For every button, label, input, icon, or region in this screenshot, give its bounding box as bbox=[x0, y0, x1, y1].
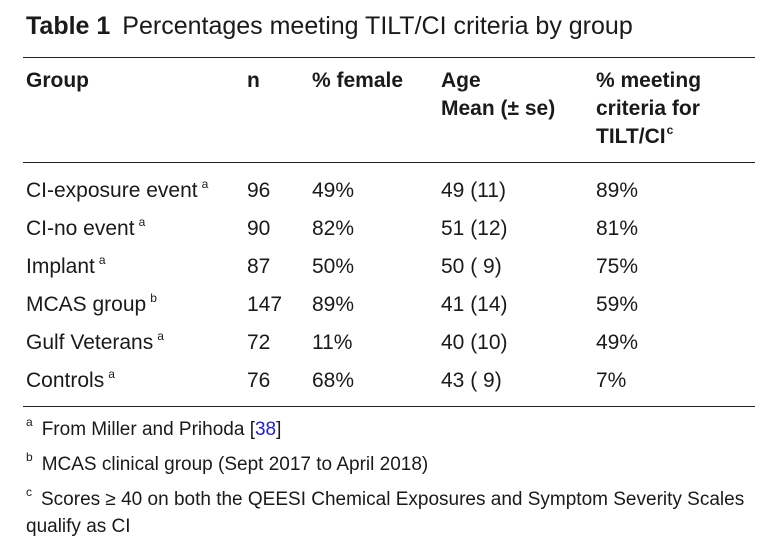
footnote-c: c Scores ≥ 40 on both the QEESI Chemical … bbox=[26, 486, 746, 540]
bottom-rule bbox=[23, 406, 755, 407]
cell-age: 41 (14) bbox=[441, 293, 508, 316]
header-criteria-line3: TILT/CI bbox=[596, 125, 666, 148]
footnote-b-mark: b bbox=[26, 450, 33, 464]
cell-n: 72 bbox=[247, 331, 271, 354]
footnote-a-text: From Miller and Prihoda [ bbox=[41, 419, 255, 440]
cell-criteria: 81% bbox=[596, 217, 639, 240]
cell-female: 89% bbox=[312, 293, 355, 316]
footnote-mark: a bbox=[108, 367, 115, 381]
header-criteria-line1: % meeting bbox=[596, 69, 702, 92]
footnote-mark: a bbox=[201, 177, 209, 191]
table-label: Table 1 bbox=[26, 12, 111, 40]
cell-n: 87 bbox=[247, 255, 271, 278]
footnote-c-text: Scores ≥ 40 on both the QEESI Chemical E… bbox=[26, 489, 745, 537]
cell-group: Controls bbox=[26, 369, 105, 392]
header-rule bbox=[23, 162, 755, 163]
footnote-mark: a bbox=[157, 329, 164, 343]
cell-criteria: 75% bbox=[596, 255, 639, 278]
header-criteria: % meeting criteria for TILT/CIc bbox=[596, 67, 701, 151]
cell-criteria: 7% bbox=[596, 369, 627, 392]
cell-female: 82% bbox=[312, 217, 355, 240]
footnote-mark: a bbox=[98, 253, 106, 267]
cell-group: CI-no event bbox=[26, 217, 135, 240]
cell-n: 147 bbox=[247, 293, 283, 316]
header-age: Age Mean (± se) bbox=[441, 67, 555, 123]
footnote-b: b MCAS clinical group (Sept 2017 to April… bbox=[26, 451, 746, 478]
cell-criteria: 89% bbox=[596, 179, 639, 202]
header-age-line1: Age bbox=[441, 69, 481, 92]
header-group: Group bbox=[26, 69, 89, 92]
header-criteria-footnote-mark: c bbox=[666, 123, 674, 137]
cell-criteria: 59% bbox=[596, 293, 639, 316]
cell-group: CI-exposure event bbox=[26, 179, 198, 202]
cell-age: 49 (11) bbox=[441, 179, 506, 202]
cell-age: 43 ( 9) bbox=[441, 369, 502, 392]
header-age-line2: Mean (± se) bbox=[441, 97, 556, 120]
top-rule bbox=[23, 57, 755, 58]
cell-criteria: 49% bbox=[596, 331, 639, 354]
cell-female: 11% bbox=[312, 331, 353, 354]
header-female: % female bbox=[312, 69, 404, 92]
cell-n: 90 bbox=[247, 217, 271, 240]
cell-group: Gulf Veterans bbox=[26, 331, 154, 354]
cell-n: 76 bbox=[247, 369, 271, 392]
footnote-b-text: MCAS clinical group (Sept 2017 to April … bbox=[41, 454, 429, 475]
footnote-a-mark: a bbox=[26, 415, 33, 429]
header-n: n bbox=[247, 69, 260, 92]
table-title: Percentages meeting TILT/CI criteria by … bbox=[122, 12, 633, 40]
cell-group: Implant bbox=[26, 255, 95, 278]
cell-female: 68% bbox=[312, 369, 355, 392]
footnote-c-mark: c bbox=[26, 485, 32, 499]
footnote-mark: a bbox=[138, 215, 146, 229]
citation-link[interactable]: 38 bbox=[254, 419, 277, 440]
cell-age: 50 ( 9) bbox=[441, 255, 502, 278]
footnote-a: a From Miller and Prihoda [38] bbox=[26, 416, 746, 443]
table-caption: Table 1 Percentages meeting TILT/CI crite… bbox=[26, 12, 633, 41]
cell-female: 49% bbox=[312, 179, 355, 202]
cell-female: 50% bbox=[312, 255, 355, 278]
cell-age: 51 (12) bbox=[441, 217, 508, 240]
cell-group: MCAS group bbox=[26, 293, 147, 316]
header-criteria-line2: criteria for bbox=[596, 97, 700, 120]
cell-n: 96 bbox=[247, 179, 271, 202]
footnote-mark: b bbox=[150, 291, 157, 305]
cell-age: 40 (10) bbox=[441, 331, 508, 354]
footnote-a-close: ] bbox=[276, 419, 282, 440]
